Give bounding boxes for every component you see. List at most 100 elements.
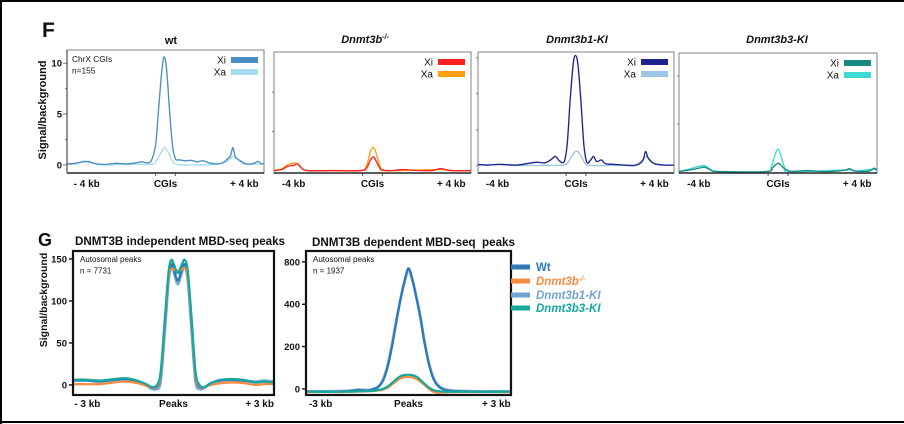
panel-title: Dnmt3b-/- <box>341 34 389 46</box>
panel-title-superscript: -/- <box>382 34 389 41</box>
series-line-xi <box>478 54 674 167</box>
y-tick-label: 5 <box>57 109 63 120</box>
x-tick-label: CGIs <box>154 179 178 190</box>
legend-swatch <box>641 59 668 65</box>
y-axis-label: Signal/background <box>37 60 49 159</box>
x-tick-label: CGIs <box>361 179 385 190</box>
panel-title-text: Dnmt3b <box>341 34 382 46</box>
legend-label-text: Dnmt3b1-KI <box>536 290 601 302</box>
panel-annotation: ChrX CGIs <box>72 54 112 64</box>
legend-label-superscript: -/- <box>579 276 586 283</box>
x-tick-label: + 3 kb <box>245 399 274 410</box>
y-tick-label: 150 <box>51 254 67 265</box>
panel-label-g: G <box>38 230 52 250</box>
y-tick-label: 400 <box>284 300 300 311</box>
panel-annotation: n = 7731 <box>80 267 112 276</box>
panel-annotation: n = 1937 <box>313 267 345 276</box>
x-tick-label: -3 kb <box>309 399 332 410</box>
legend-label: Xa <box>827 71 840 82</box>
legend-swatch <box>438 59 465 65</box>
series-line-dnmt3b3-ki <box>73 258 274 389</box>
legend-swatch <box>438 71 465 77</box>
plot-frame-border <box>304 249 513 397</box>
legend-label: Xi <box>217 56 226 67</box>
series-lines <box>67 56 264 166</box>
plot-panel-6: DNMT3B dependent MBD-seq peaks 0 200 400 800… <box>284 236 515 410</box>
series-lines <box>679 148 877 173</box>
y-axis-label: Signal/background <box>38 253 50 348</box>
series-lines <box>306 267 511 394</box>
y-tick-label: 0 <box>295 384 300 395</box>
x-tick-label: -4 kb <box>687 179 710 190</box>
panel-title: wt <box>164 35 178 47</box>
panel-title: Dnmt3b1-KI <box>546 34 609 46</box>
legend-label: Xi <box>830 59 839 70</box>
legend-label: Xi <box>627 58 636 69</box>
panel-title: DNMT3B independent MBD-seq peaks <box>75 235 285 248</box>
x-tick-label: -4 kb <box>486 179 509 190</box>
panel-title-text: Dnmt3b1-KI <box>546 34 609 46</box>
x-tick-label: -4 kb <box>282 179 305 190</box>
panel-title-text: wt <box>164 35 178 47</box>
x-tick-label: - 3 kb <box>74 399 100 410</box>
legend-label: Xa <box>421 70 434 81</box>
x-tick-label: + 4 kb <box>843 179 872 190</box>
plot-frame <box>678 52 878 174</box>
x-tick-label: + 3 kb <box>482 399 511 410</box>
plots-layer: wt Signal/background 0 5 10 - 4 kb CGIs + 4 kb C… <box>37 34 878 410</box>
plot-frame <box>306 251 511 395</box>
series-line-dnmt3b-ko <box>73 266 274 389</box>
x-tick-label: CGIs <box>766 179 790 190</box>
series-line-xa <box>478 150 674 167</box>
legend-label-text: Dnmt3b3-KI <box>536 303 601 315</box>
y-tick-label: 800 <box>284 257 300 268</box>
panel-title-text: DNMT3B independent MBD-seq peaks <box>75 235 285 248</box>
legend-swatch <box>231 69 258 75</box>
panel-annotation: Autosomal peaks <box>80 255 141 264</box>
series-line-dnmt3b3-ki <box>306 373 511 393</box>
legend-label: Xi <box>424 58 433 69</box>
series-lines <box>478 54 674 167</box>
legend-label: Xa <box>624 70 637 81</box>
legend-swatch <box>511 264 530 270</box>
panel-annotation: Autosomal peaks <box>313 255 374 264</box>
panel-title-text: Dnmt3b3-KI <box>746 34 809 46</box>
plot-frame <box>273 51 472 174</box>
series-line-xi <box>679 162 877 173</box>
legend-label-text: Dnmt3b <box>536 276 579 288</box>
legend-label: Dnmt3b-/- <box>536 276 586 288</box>
x-tick-label: - 4 kb <box>74 179 100 190</box>
series-lines <box>73 258 274 391</box>
panel-title: DNMT3B dependent MBD-seq peaks <box>312 236 515 249</box>
legend-swatch <box>231 57 258 63</box>
x-tick-label: Peaks <box>394 399 423 410</box>
legend-label: Xa <box>214 68 227 79</box>
x-tick-label: CGIs <box>564 179 588 190</box>
x-tick-label: + 4 kb <box>437 179 466 190</box>
legend-label: Dnmt3b3-KI <box>536 303 601 315</box>
y-tick-label: 50 <box>56 338 67 349</box>
x-tick-label: + 4 kb <box>640 179 669 190</box>
legend-swatch <box>844 60 871 66</box>
series-line-xi <box>67 56 264 166</box>
y-tick-label: 0 <box>57 160 62 171</box>
legend-label: Wt <box>536 262 551 274</box>
panel-title-text: DNMT3B dependent MBD-seq peaks <box>312 236 515 249</box>
legend-swatch <box>641 71 668 77</box>
legend-label: Dnmt3b1-KI <box>536 290 601 302</box>
plot-panel-1: wt Signal/background 0 5 10 - 4 kb CGIs + 4 kb C… <box>37 35 265 190</box>
legend-label-text: Wt <box>536 262 551 274</box>
legend-swatch <box>511 278 530 284</box>
plot-panel-5: DNMT3B independent MBD-seq peaks Signal/b… <box>38 235 285 410</box>
y-tick-label: 200 <box>284 342 300 353</box>
legend-swatch <box>844 72 871 78</box>
x-tick-label: + 4 kb <box>230 179 259 190</box>
legend-swatch <box>511 292 530 298</box>
series-lines <box>274 146 471 172</box>
panel-annotation: n=155 <box>72 66 96 76</box>
